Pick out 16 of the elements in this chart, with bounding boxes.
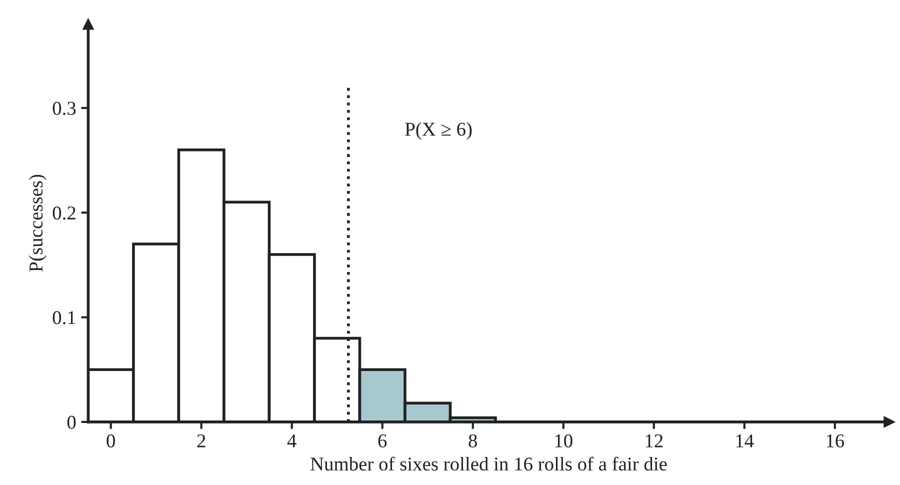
x-tick-label: 0 <box>106 434 115 448</box>
x-tick-label: 2 <box>197 434 206 448</box>
x-tick-label: 14 <box>736 434 754 448</box>
y-tick-label: 0.1 <box>52 311 76 324</box>
y-axis-title: P(successes) <box>28 174 47 272</box>
x-tick-label: 10 <box>555 434 572 448</box>
annotation: P(X ≥ 6) <box>405 122 472 140</box>
x-tick-label: 16 <box>826 434 844 448</box>
x-tick-label: 12 <box>646 434 663 448</box>
x-tick-label: 4 <box>287 434 296 448</box>
y-tick-label: 0 <box>67 416 76 429</box>
y-tick-label: 0.3 <box>52 102 76 115</box>
y-tick-label: 0.2 <box>52 206 76 220</box>
x-axis-title: Number of sixes rolled in 16 rolls of a fair die <box>310 456 667 471</box>
x-tick-label: 6 <box>378 434 387 448</box>
x-tick-label: 8 <box>468 434 477 448</box>
